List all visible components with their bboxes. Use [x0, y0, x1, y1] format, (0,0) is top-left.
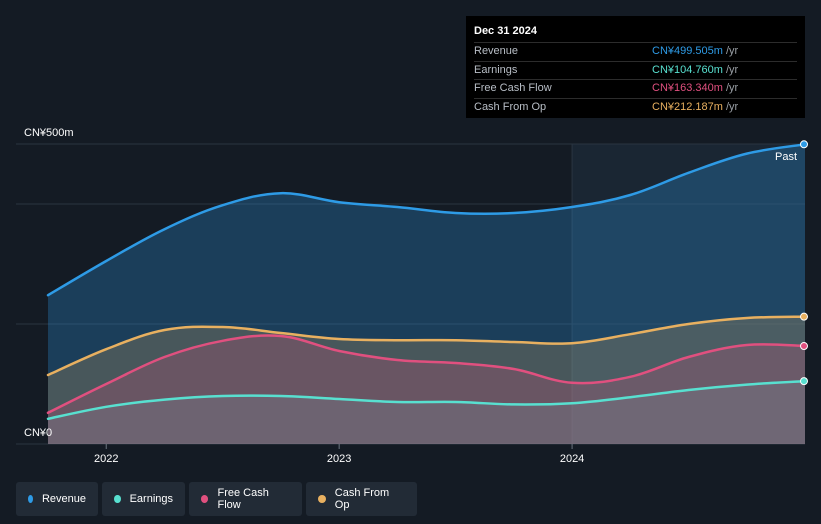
legend-label: Revenue [41, 493, 86, 505]
revenue-area [48, 144, 805, 445]
legend-item-cash-from-op[interactable]: Cash From Op [306, 482, 417, 516]
tooltip-label: Earnings [474, 63, 518, 76]
tooltip-row-free-cash-flow: Free Cash Flow CN¥163.340m /yr [474, 79, 797, 98]
earnings-dot-icon [114, 495, 121, 503]
y-tick-label: CN¥0 [24, 427, 52, 439]
tooltip-row-revenue: Revenue CN¥499.505m /yr [474, 42, 797, 61]
legend-label: Free Cash Flow [217, 487, 269, 511]
tooltip-row-earnings: Earnings CN¥104.760m /yr [474, 60, 797, 80]
tooltip-unit: /yr [725, 45, 739, 57]
cash-from-op-end-point[interactable] [800, 312, 808, 321]
tooltip-panel: Dec 31 2024 Revenue CN¥499.505m /yr Earn… [466, 16, 805, 118]
free-cash-flow-area [48, 335, 805, 444]
free-cash-flow-dot-icon [201, 495, 209, 503]
tooltip-unit: /yr [725, 100, 739, 113]
legend: Revenue Earnings Free Cash Flow Cash Fro… [16, 482, 417, 516]
cash-from-op-line [46, 315, 807, 377]
tooltip-label: Free Cash Flow [474, 82, 552, 94]
legend-item-earnings[interactable]: Earnings [102, 482, 185, 516]
x-tick-label: 2022 [94, 453, 118, 465]
free-cash-flow-end-point[interactable] [800, 342, 808, 351]
tooltip-date: Dec 31 2024 [474, 25, 537, 37]
tooltip-unit: /yr [725, 63, 739, 76]
cash-from-op-area [48, 316, 805, 444]
tooltip-unit: /yr [725, 82, 739, 94]
tooltip-value-earnings: CN¥104.760m [652, 63, 723, 76]
revenue-line [46, 143, 807, 297]
x-tick-label: 2024 [560, 453, 584, 465]
earnings-end-point[interactable] [800, 377, 808, 386]
y-tick-label: CN¥500m [24, 127, 74, 139]
legend-label: Cash From Op [334, 487, 390, 511]
tooltip-label: Revenue [474, 45, 519, 57]
past-region-shade [572, 144, 805, 444]
earnings-line [46, 379, 807, 421]
legend-item-free-cash-flow[interactable]: Free Cash Flow [189, 482, 302, 516]
revenue-dot-icon [28, 495, 33, 503]
past-label: Past [775, 151, 797, 163]
tooltip-row-cash-from-op: Cash From Op CN¥212.187m /yr [474, 97, 797, 117]
chart-area: CN¥500m CN¥0 2022 2023 2024 Past [16, 127, 808, 465]
tooltip-value-free-cash-flow: CN¥163.340m [652, 82, 723, 94]
legend-label: Earnings [129, 493, 173, 505]
tooltip-value-cash-from-op: CN¥212.187m [652, 100, 723, 113]
cash-from-op-dot-icon [318, 495, 326, 503]
legend-item-revenue[interactable]: Revenue [16, 482, 98, 516]
revenue-end-point[interactable] [800, 140, 808, 149]
tooltip-value-revenue: CN¥499.505m [652, 45, 723, 57]
free-cash-flow-line [46, 334, 807, 415]
tooltip-label: Cash From Op [474, 100, 547, 113]
x-tick-label: 2023 [327, 453, 351, 465]
